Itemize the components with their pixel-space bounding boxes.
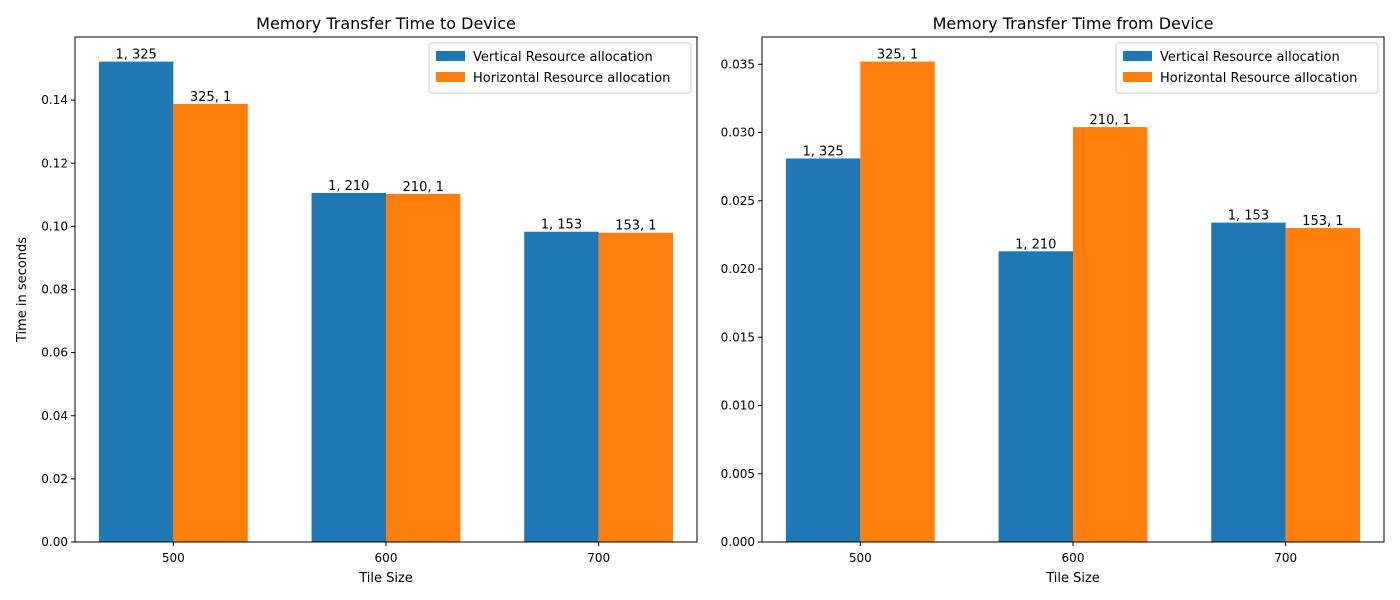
- legend-swatch: [1123, 72, 1152, 82]
- bar-data-label: 1, 210: [328, 179, 369, 194]
- bar-horizontal-700: [598, 232, 674, 542]
- bar-data-label: 1, 325: [802, 144, 843, 159]
- chart-panel-2: 1, 325 1, 210 1, 153 325, 1 210, 1 153, 1 0.00…: [721, 14, 1385, 586]
- y-tick-label: 0.005: [721, 467, 755, 481]
- bar-data-label: 1, 210: [1015, 237, 1056, 252]
- y-tick-label: 0.06: [41, 346, 68, 360]
- y-tick-label: 0.000: [721, 535, 755, 549]
- legend-swatch: [436, 51, 465, 61]
- bar-data-label: 325, 1: [190, 90, 231, 105]
- bar-horizontal-600: [386, 193, 461, 542]
- legend-box: [1115, 42, 1379, 94]
- y-tick-label: 0.035: [721, 57, 755, 71]
- legend-entry: Horizontal Resource allocation: [473, 71, 670, 86]
- y-tick-label: 0.10: [41, 219, 68, 233]
- x-tick-label: 600: [1062, 551, 1085, 565]
- legend: Vertical Resource allocation Horizontal R…: [428, 42, 692, 94]
- bar-data-label: 1, 325: [115, 48, 156, 63]
- x-axis-label: Tile Size: [358, 571, 413, 586]
- y-tick-label: 0.12: [41, 156, 68, 170]
- y-tick-label: 0.04: [41, 409, 68, 423]
- y-tick-label: 0.030: [721, 126, 755, 140]
- chart-panel-1: 1, 325 1, 210 1, 153 325, 1 210, 1 153, 1 0.00…: [15, 14, 698, 586]
- y-tick-label: 0.020: [721, 262, 755, 276]
- chart-title: Memory Transfer Time from Device: [933, 14, 1214, 33]
- bar-data-label: 153, 1: [615, 219, 656, 234]
- x-tick-label: 700: [587, 551, 610, 565]
- y-tick-label: 0.025: [721, 194, 755, 208]
- y-tick-label: 0.00: [41, 535, 68, 549]
- bar-data-label: 210, 1: [403, 180, 444, 195]
- chart-title: Memory Transfer Time to Device: [256, 14, 516, 33]
- bar-vertical-700: [524, 231, 599, 542]
- legend-box: [428, 42, 692, 94]
- y-tick-label: 0.010: [721, 399, 755, 413]
- legend-entry: Vertical Resource allocation: [473, 50, 653, 65]
- y-tick-label: 0.08: [41, 283, 68, 297]
- y-tick-label: 0.015: [721, 330, 755, 344]
- bar-data-label: 153, 1: [1302, 214, 1343, 229]
- legend: Vertical Resource allocation Horizontal R…: [1115, 42, 1379, 94]
- bar-vertical-600: [311, 192, 386, 542]
- bar-vertical-500: [98, 61, 174, 543]
- bar-vertical-700: [1211, 222, 1286, 542]
- bar-data-label: 325, 1: [877, 48, 918, 63]
- x-tick-label: 600: [375, 551, 398, 565]
- bar-horizontal-700: [1285, 228, 1361, 542]
- bar-data-label: 1, 153: [1228, 209, 1269, 224]
- bar-horizontal-500: [173, 103, 248, 542]
- y-tick-label: 0.14: [41, 93, 68, 107]
- x-tick-label: 500: [849, 551, 872, 565]
- legend-swatch: [1123, 51, 1152, 61]
- bar-data-label: 1, 153: [541, 218, 582, 233]
- x-tick-label: 500: [162, 551, 185, 565]
- bar-vertical-600: [998, 251, 1073, 542]
- y-axis-label: Time in seconds: [15, 237, 30, 343]
- bar-horizontal-500: [860, 61, 935, 542]
- bar-data-label: 210, 1: [1090, 113, 1131, 128]
- legend-swatch: [436, 72, 465, 82]
- x-axis-label: Tile Size: [1045, 571, 1100, 586]
- bar-horizontal-600: [1073, 127, 1148, 542]
- bar-vertical-500: [785, 158, 861, 543]
- legend-entry: Horizontal Resource allocation: [1160, 71, 1357, 86]
- legend-entry: Vertical Resource allocation: [1160, 50, 1340, 65]
- y-tick-label: 0.02: [41, 472, 68, 486]
- x-tick-label: 700: [1274, 551, 1297, 565]
